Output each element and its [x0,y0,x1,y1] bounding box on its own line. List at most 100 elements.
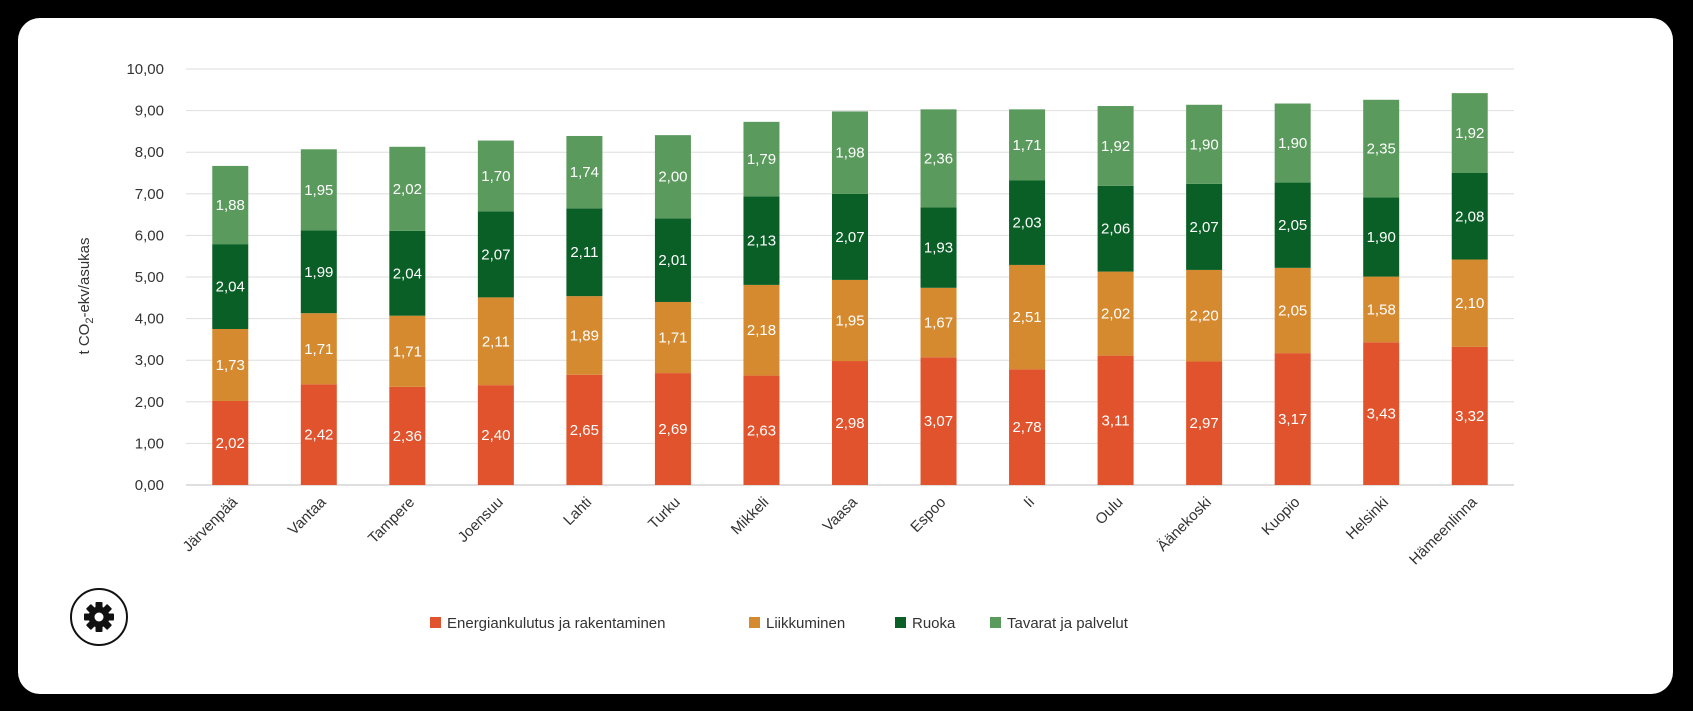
bar-segment [654,135,691,219]
x-tick-label: Espoo [907,494,949,536]
legend-swatch [430,617,441,628]
bar-segment [743,121,780,197]
y-tick-label: 1,00 [135,435,164,452]
x-tick-label: Oulu [1092,494,1126,528]
data-label: 2,04 [393,265,422,282]
bar-segment [389,146,426,231]
bar-segment [566,296,603,375]
x-tick-label: Helsinki [1343,494,1392,543]
bar-segment [1009,264,1046,370]
y-tick-label: 0,00 [135,477,164,494]
bar-segment [389,315,426,387]
bar-segment [212,329,249,401]
bar-segment [832,279,868,362]
settings-button[interactable] [70,588,128,646]
data-label: 2,98 [835,415,864,432]
bar-segment [832,193,868,280]
bar-segment [1186,269,1223,362]
bar-stack: 2,65 1,89 2,11 1,74 [566,135,603,485]
data-label: 1,88 [216,197,245,214]
bar-segment [300,149,337,231]
data-label: 1,73 [216,357,245,374]
data-label: 2,42 [304,427,333,444]
bar-stack: 2,02 1,73 2,04 1,88 [212,165,249,485]
bar-stack: 2,63 2,18 2,13 1,79 [743,121,780,485]
data-label: 1,90 [1278,135,1307,152]
data-label: 1,92 [1101,138,1130,155]
x-tick-label: Vaasa [820,493,862,535]
bar-segment [477,140,514,212]
bar-stack: 3,17 2,05 2,05 1,90 [1274,103,1311,485]
x-tick-label: Kuopio [1258,494,1303,539]
data-label: 2,06 [1101,221,1130,238]
bar-segment [1363,197,1400,277]
data-label: 2,69 [658,421,687,438]
bar-segment [300,313,337,385]
data-label: 3,07 [924,413,953,430]
bar-segment [389,386,426,485]
x-tick-label: Äänekoski [1154,494,1215,555]
x-tick-label: Joensuu [455,494,507,546]
bars: 2,02 1,73 2,04 1,88 2,42 1,71 1,99 1,95 2,36 1,71… [212,93,1488,485]
data-label: 2,36 [393,428,422,445]
data-label: 2,63 [747,422,776,439]
data-label: 3,11 [1102,412,1130,429]
bar-segment [1009,109,1046,181]
bar-segment [566,374,603,485]
bar-segment [566,135,603,209]
data-label: 2,05 [1278,217,1307,234]
legend-label: Ruoka [912,615,956,632]
data-label: 2,07 [481,246,510,263]
data-label: 3,17 [1278,411,1307,428]
legend-label: Energiankulutus ja rakentaminen [447,615,665,632]
data-label: 1,79 [747,151,776,168]
bar-segment [1186,104,1223,184]
bar-segment [566,208,603,297]
x-tick-label: Järvenpää [180,493,242,555]
x-tick-label: Mikkeli [728,494,772,538]
data-label: 2,01 [658,252,687,269]
bar-stack: 3,07 1,67 1,93 2,36 [920,109,957,485]
data-label: 3,43 [1367,406,1396,423]
x-tick-label: Lahti [560,494,595,529]
bar-segment [1097,185,1134,272]
bar-stack: 3,32 2,10 2,08 1,92 [1451,93,1488,485]
bar-segment [743,284,780,376]
bar-segment [1274,103,1311,183]
bar-segment [832,111,868,194]
bar-stack: 2,42 1,71 1,99 1,95 [300,149,337,485]
legend-item: Ruoka [895,615,956,632]
data-label: 2,02 [216,435,245,452]
data-label: 1,89 [570,327,599,344]
bar-segment [212,165,249,245]
bar-segment [743,375,780,485]
legend: Energiankulutus ja rakentaminen Liikkumin… [430,615,1129,632]
bar-segment [1274,267,1311,354]
x-tick-label: Hämeenlinna [1406,493,1481,568]
bar-stack: 2,40 2,11 2,07 1,70 [477,140,514,485]
data-label: 2,20 [1190,308,1219,325]
data-label: 1,95 [835,312,864,329]
data-label: 2,40 [481,427,510,444]
y-tick-label: 10,00 [126,61,164,78]
bar-stack: 2,69 1,71 2,01 2,00 [654,135,691,485]
bar-segment [1097,271,1134,356]
y-tick-label: 7,00 [135,186,164,203]
y-axis-ticks: 0,00 1,00 2,00 3,00 4,00 5,00 6,00 7,00 8,00 9,00… [126,61,164,494]
y-tick-label: 5,00 [135,269,164,286]
data-label: 1,70 [481,168,510,185]
chart-panel: 0,00 1,00 2,00 3,00 4,00 5,00 6,00 7,00 8,00 9,00… [18,18,1673,694]
data-label: 2,02 [393,181,422,198]
bar-segment [920,207,957,288]
data-label: 1,95 [304,182,333,199]
bar-segment [212,400,249,485]
y-tick-label: 3,00 [135,352,164,369]
legend-label: Tavarat ja palvelut [1007,615,1129,632]
bar-segment [1097,355,1134,485]
bar-segment [477,211,514,298]
bar-segment [920,357,957,485]
legend-item: Tavarat ja palvelut [990,615,1129,632]
data-label: 2,07 [835,229,864,246]
data-label: 1,71 [393,343,422,360]
bar-segment [1009,180,1046,265]
